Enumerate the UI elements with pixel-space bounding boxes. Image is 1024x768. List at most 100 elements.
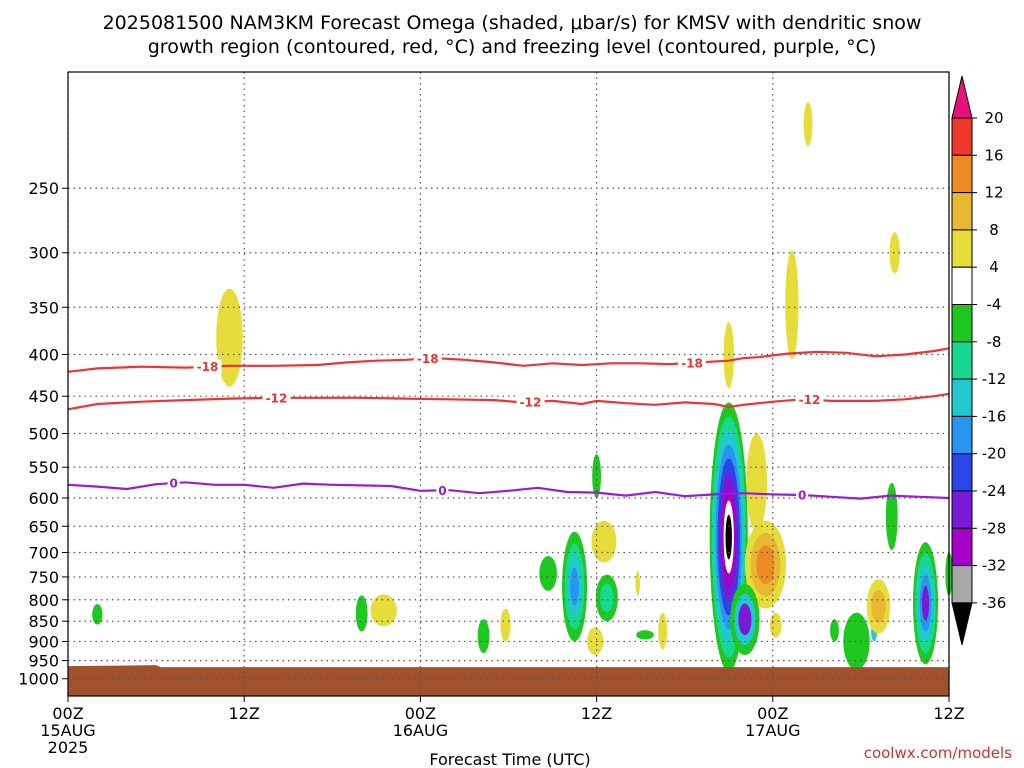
colorbar-label: -8	[987, 333, 1002, 351]
colorbar-label: 16	[984, 146, 1003, 164]
contour-label-bg	[193, 359, 222, 374]
y-tick-label: 750	[28, 568, 59, 587]
omega-shade	[843, 612, 870, 670]
contour-label-bg	[262, 390, 291, 405]
chart-title-line-1: 2025081500 NAM3KM Forecast Omega (shaded…	[103, 12, 922, 34]
omega-shade	[756, 545, 775, 585]
contour-label: 0	[438, 484, 446, 498]
omega-shade	[500, 608, 511, 642]
y-tick-label: 500	[28, 424, 59, 443]
colorbar-label: 4	[989, 258, 999, 276]
contour-label: -12	[799, 393, 821, 407]
omega-shade	[769, 612, 782, 638]
omega-shade	[746, 433, 767, 532]
omega-cell	[769, 612, 782, 638]
ground-surface	[68, 665, 949, 696]
chart-title-line-2: growth region (contoured, red, °C) and f…	[148, 36, 877, 58]
colorbar-bin	[951, 117, 973, 156]
colorbar-label: -16	[982, 407, 1007, 425]
contour-label: -18	[197, 360, 219, 374]
contour-label-bg	[678, 355, 707, 370]
contour--12: -12 -12 -12	[67, 390, 950, 411]
omega-shade	[803, 102, 813, 147]
colorbar-label: -36	[982, 594, 1007, 612]
x-tick-label: 12Z	[581, 704, 612, 723]
omega-cell	[477, 619, 490, 654]
colorbar-label: 20	[984, 109, 1003, 127]
colorbar-arrow-bottom	[951, 602, 973, 646]
y-tick-label: 250	[28, 179, 59, 198]
colorbar-label: 8	[989, 221, 999, 239]
omega-cell	[587, 627, 604, 655]
omega-cell	[562, 531, 588, 642]
contour-0: 0 0 0	[67, 476, 950, 503]
colorbar-bin	[951, 229, 973, 268]
omega-cell	[500, 608, 511, 642]
contour-line	[67, 347, 950, 373]
omega-cell	[746, 433, 767, 532]
plot-area: -18 -18 -18 -12 -12 -12 0 0 0 250 300 350 400 450 500 5…	[18, 71, 965, 757]
y-tick-label: 900	[28, 632, 59, 651]
contour-label: -18	[681, 356, 703, 370]
contour--18: -18 -18 -18	[67, 347, 950, 374]
plot-frame	[67, 71, 950, 697]
x-tick-date: 15AUG	[40, 721, 95, 740]
x-tick-date: 16AUG	[393, 721, 448, 740]
y-tick-label: 1000	[18, 670, 59, 689]
y-tick-label: 450	[28, 387, 59, 406]
y-tick-label: 950	[28, 652, 59, 671]
colorbar-bin	[951, 453, 973, 492]
y-tick-label: 650	[28, 517, 59, 536]
omega-cell	[785, 250, 799, 359]
omega-cell	[355, 595, 368, 632]
omega-cell	[803, 102, 813, 147]
omega-shade	[539, 556, 557, 591]
contour-label: -12	[266, 391, 288, 405]
y-tick-label: 400	[28, 346, 59, 365]
omega-cell	[636, 630, 654, 640]
y-tick-label: 550	[28, 458, 59, 477]
colorbar-label: -24	[982, 482, 1007, 500]
contour-label: 0	[170, 477, 178, 491]
contour-label-bg	[796, 488, 809, 503]
y-tick-label: 700	[28, 544, 59, 563]
x-tick-label: 00Z	[405, 704, 436, 723]
omega-cell	[370, 594, 397, 627]
colorbar-label: -28	[982, 519, 1007, 537]
omega-shade	[636, 630, 654, 640]
watermark-url: coolwx.com/models	[864, 744, 1012, 762]
x-tick-label: 12Z	[933, 704, 964, 723]
omega-cell	[591, 520, 617, 563]
colorbar-bin	[951, 565, 973, 604]
omega-cell	[723, 322, 734, 389]
omega-shade	[570, 567, 579, 606]
omega-shade	[830, 619, 839, 642]
contour-label: -18	[417, 352, 439, 366]
grid	[67, 72, 950, 696]
omega-shade	[658, 612, 668, 650]
contour-label-bg	[436, 483, 449, 498]
colorbar-bin	[951, 304, 973, 343]
omega-shade	[738, 603, 752, 636]
colorbar-label: 12	[984, 184, 1003, 202]
y-tick-label: 850	[28, 612, 59, 631]
omega-shade	[723, 322, 734, 389]
omega-cell	[744, 520, 787, 609]
omega-shade	[871, 589, 886, 624]
omega-cell	[885, 482, 898, 551]
omega-cell	[843, 612, 870, 670]
contour-label-bg	[516, 395, 545, 410]
omega-shade	[370, 594, 397, 627]
contour-label-bg	[413, 351, 442, 366]
omega-cell	[592, 454, 602, 498]
contour-label: -12	[520, 396, 542, 410]
colorbar-bin	[951, 415, 973, 455]
omega-cell	[830, 619, 839, 642]
x-tick-year: 2025	[48, 738, 89, 757]
omega-cell	[658, 612, 668, 650]
omega-shade	[635, 571, 640, 596]
x-tick-label: 12Z	[229, 704, 260, 723]
omega-cell	[889, 232, 900, 274]
x-tick-label: 00Z	[757, 704, 788, 723]
